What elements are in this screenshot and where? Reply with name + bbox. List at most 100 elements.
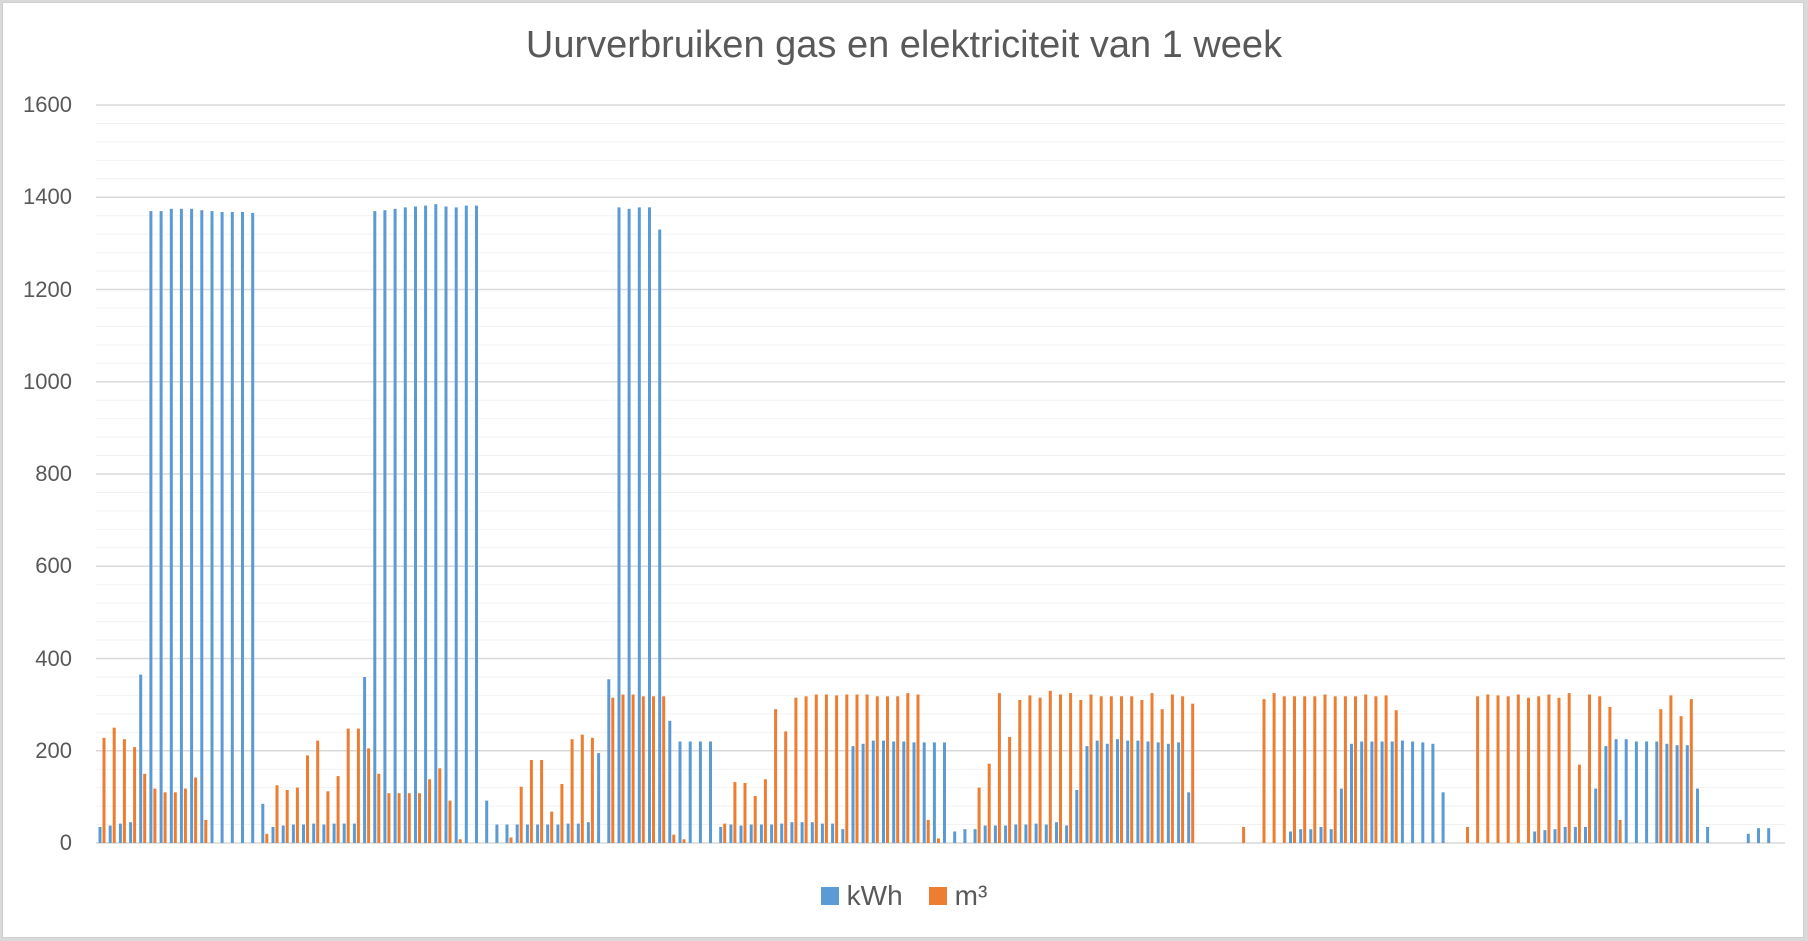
bar-kwh xyxy=(1634,741,1638,843)
bar-m3 xyxy=(1109,696,1113,843)
bar-kwh xyxy=(1329,829,1333,843)
bar-m3 xyxy=(122,739,126,843)
bar-kwh xyxy=(1289,831,1292,843)
bar-m3 xyxy=(326,791,330,843)
bar-kwh xyxy=(678,741,682,843)
bar-m3 xyxy=(753,796,757,843)
bar-kwh xyxy=(251,212,255,843)
bar-m3 xyxy=(1374,696,1378,843)
bar-kwh xyxy=(464,205,468,844)
bar-kwh xyxy=(1614,739,1618,843)
bar-kwh xyxy=(1065,825,1069,843)
bar-kwh xyxy=(790,822,794,843)
bar-m3 xyxy=(1537,696,1541,843)
bar-m3 xyxy=(1343,696,1347,843)
bar-kwh xyxy=(118,823,122,843)
bar-m3 xyxy=(458,839,462,843)
legend-label-m3: m³ xyxy=(954,880,988,911)
bar-kwh xyxy=(892,741,896,843)
bar-kwh xyxy=(688,741,692,843)
bar-m3 xyxy=(1181,696,1185,843)
bar-kwh xyxy=(373,211,377,844)
bar-m3 xyxy=(1466,826,1469,843)
bar-kwh xyxy=(1533,831,1537,843)
bar-kwh xyxy=(1105,743,1109,843)
bar-kwh xyxy=(515,824,519,843)
bar-kwh xyxy=(627,208,631,844)
bar-kwh xyxy=(637,207,641,843)
bar-m3 xyxy=(672,834,676,843)
bar-m3 xyxy=(1364,694,1368,843)
bar-kwh xyxy=(739,825,743,843)
bar-kwh xyxy=(1594,788,1598,843)
bar-m3 xyxy=(1191,703,1195,843)
bar-m3 xyxy=(814,694,818,843)
bar-kwh xyxy=(1055,822,1058,843)
bar-kwh xyxy=(1187,792,1191,843)
bar-kwh xyxy=(1319,826,1323,843)
bar-m3 xyxy=(774,709,778,843)
legend-item-m3[interactable]: m³ xyxy=(928,880,988,912)
bar-m3 xyxy=(763,779,767,843)
bar-kwh xyxy=(179,208,183,844)
bar-m3 xyxy=(133,747,137,843)
bar-m3 xyxy=(987,763,991,843)
legend-label-kwh: kWh xyxy=(846,880,903,911)
bar-m3 xyxy=(1160,709,1164,843)
y-tick-label: 0 xyxy=(59,830,72,855)
bar-kwh xyxy=(932,742,936,843)
bar-m3 xyxy=(112,727,116,843)
bar-m3 xyxy=(845,694,849,843)
bar-m3 xyxy=(285,790,289,843)
bar-m3 xyxy=(1476,696,1480,843)
bar-m3 xyxy=(1516,694,1520,843)
y-tick-label: 800 xyxy=(35,461,72,486)
bar-m3 xyxy=(1669,695,1673,843)
bar-kwh xyxy=(383,210,387,843)
bar-kwh xyxy=(200,210,204,843)
bar-m3 xyxy=(1394,710,1398,843)
bar-m3 xyxy=(540,760,544,843)
bar-kwh xyxy=(1004,825,1008,843)
bar-kwh xyxy=(525,824,529,843)
y-tick-label: 200 xyxy=(35,738,72,763)
bar-kwh xyxy=(1370,741,1374,843)
bar-kwh xyxy=(332,823,336,843)
bar-m3 xyxy=(1689,699,1693,843)
bar-kwh xyxy=(607,679,611,843)
bar-kwh xyxy=(159,211,163,844)
bar-m3 xyxy=(1018,700,1022,843)
bar-kwh xyxy=(851,746,855,843)
bar-m3 xyxy=(1608,706,1612,843)
bar-m3 xyxy=(102,737,106,843)
bar-kwh xyxy=(475,205,478,844)
bar-kwh xyxy=(1431,743,1435,843)
bar-m3 xyxy=(509,837,513,843)
bar-kwh xyxy=(800,822,804,843)
bar-kwh xyxy=(912,742,916,843)
bar-kwh xyxy=(902,741,906,843)
legend-swatch-kwh xyxy=(820,887,839,905)
bar-kwh xyxy=(505,824,509,843)
bar-kwh xyxy=(312,823,316,843)
bar-kwh xyxy=(1095,740,1099,843)
bar-m3 xyxy=(580,734,584,843)
bar-kwh xyxy=(1044,824,1048,843)
bar-m3 xyxy=(641,696,645,843)
legend-item-kwh[interactable]: kWh xyxy=(820,880,903,912)
bar-m3 xyxy=(1313,696,1317,843)
bar-m3 xyxy=(1557,697,1561,843)
bar-m3 xyxy=(865,694,869,843)
bar-kwh xyxy=(1360,741,1364,843)
bar-kwh xyxy=(302,824,305,843)
bar-kwh xyxy=(1014,824,1018,843)
bar-m3 xyxy=(916,694,920,843)
bar-m3 xyxy=(1038,697,1042,843)
bar-kwh xyxy=(444,206,448,843)
bar-m3 xyxy=(1679,716,1683,843)
bar-m3 xyxy=(306,755,309,843)
bar-m3 xyxy=(1028,695,1032,843)
bar-kwh xyxy=(546,824,550,843)
bar-kwh xyxy=(1421,742,1425,843)
bar-kwh xyxy=(230,212,234,843)
